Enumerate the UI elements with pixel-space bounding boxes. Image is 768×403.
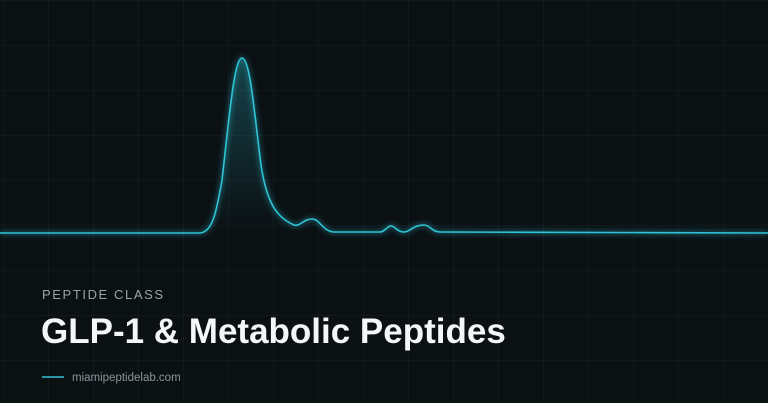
peak-fill bbox=[200, 58, 294, 233]
trace bbox=[0, 57, 768, 234]
site-url: miamipeptidelab.com bbox=[72, 372, 181, 384]
title: GLP-1 & Metabolic Peptides bbox=[41, 312, 506, 351]
eyebrow: PEPTIDE CLASS bbox=[42, 287, 165, 302]
